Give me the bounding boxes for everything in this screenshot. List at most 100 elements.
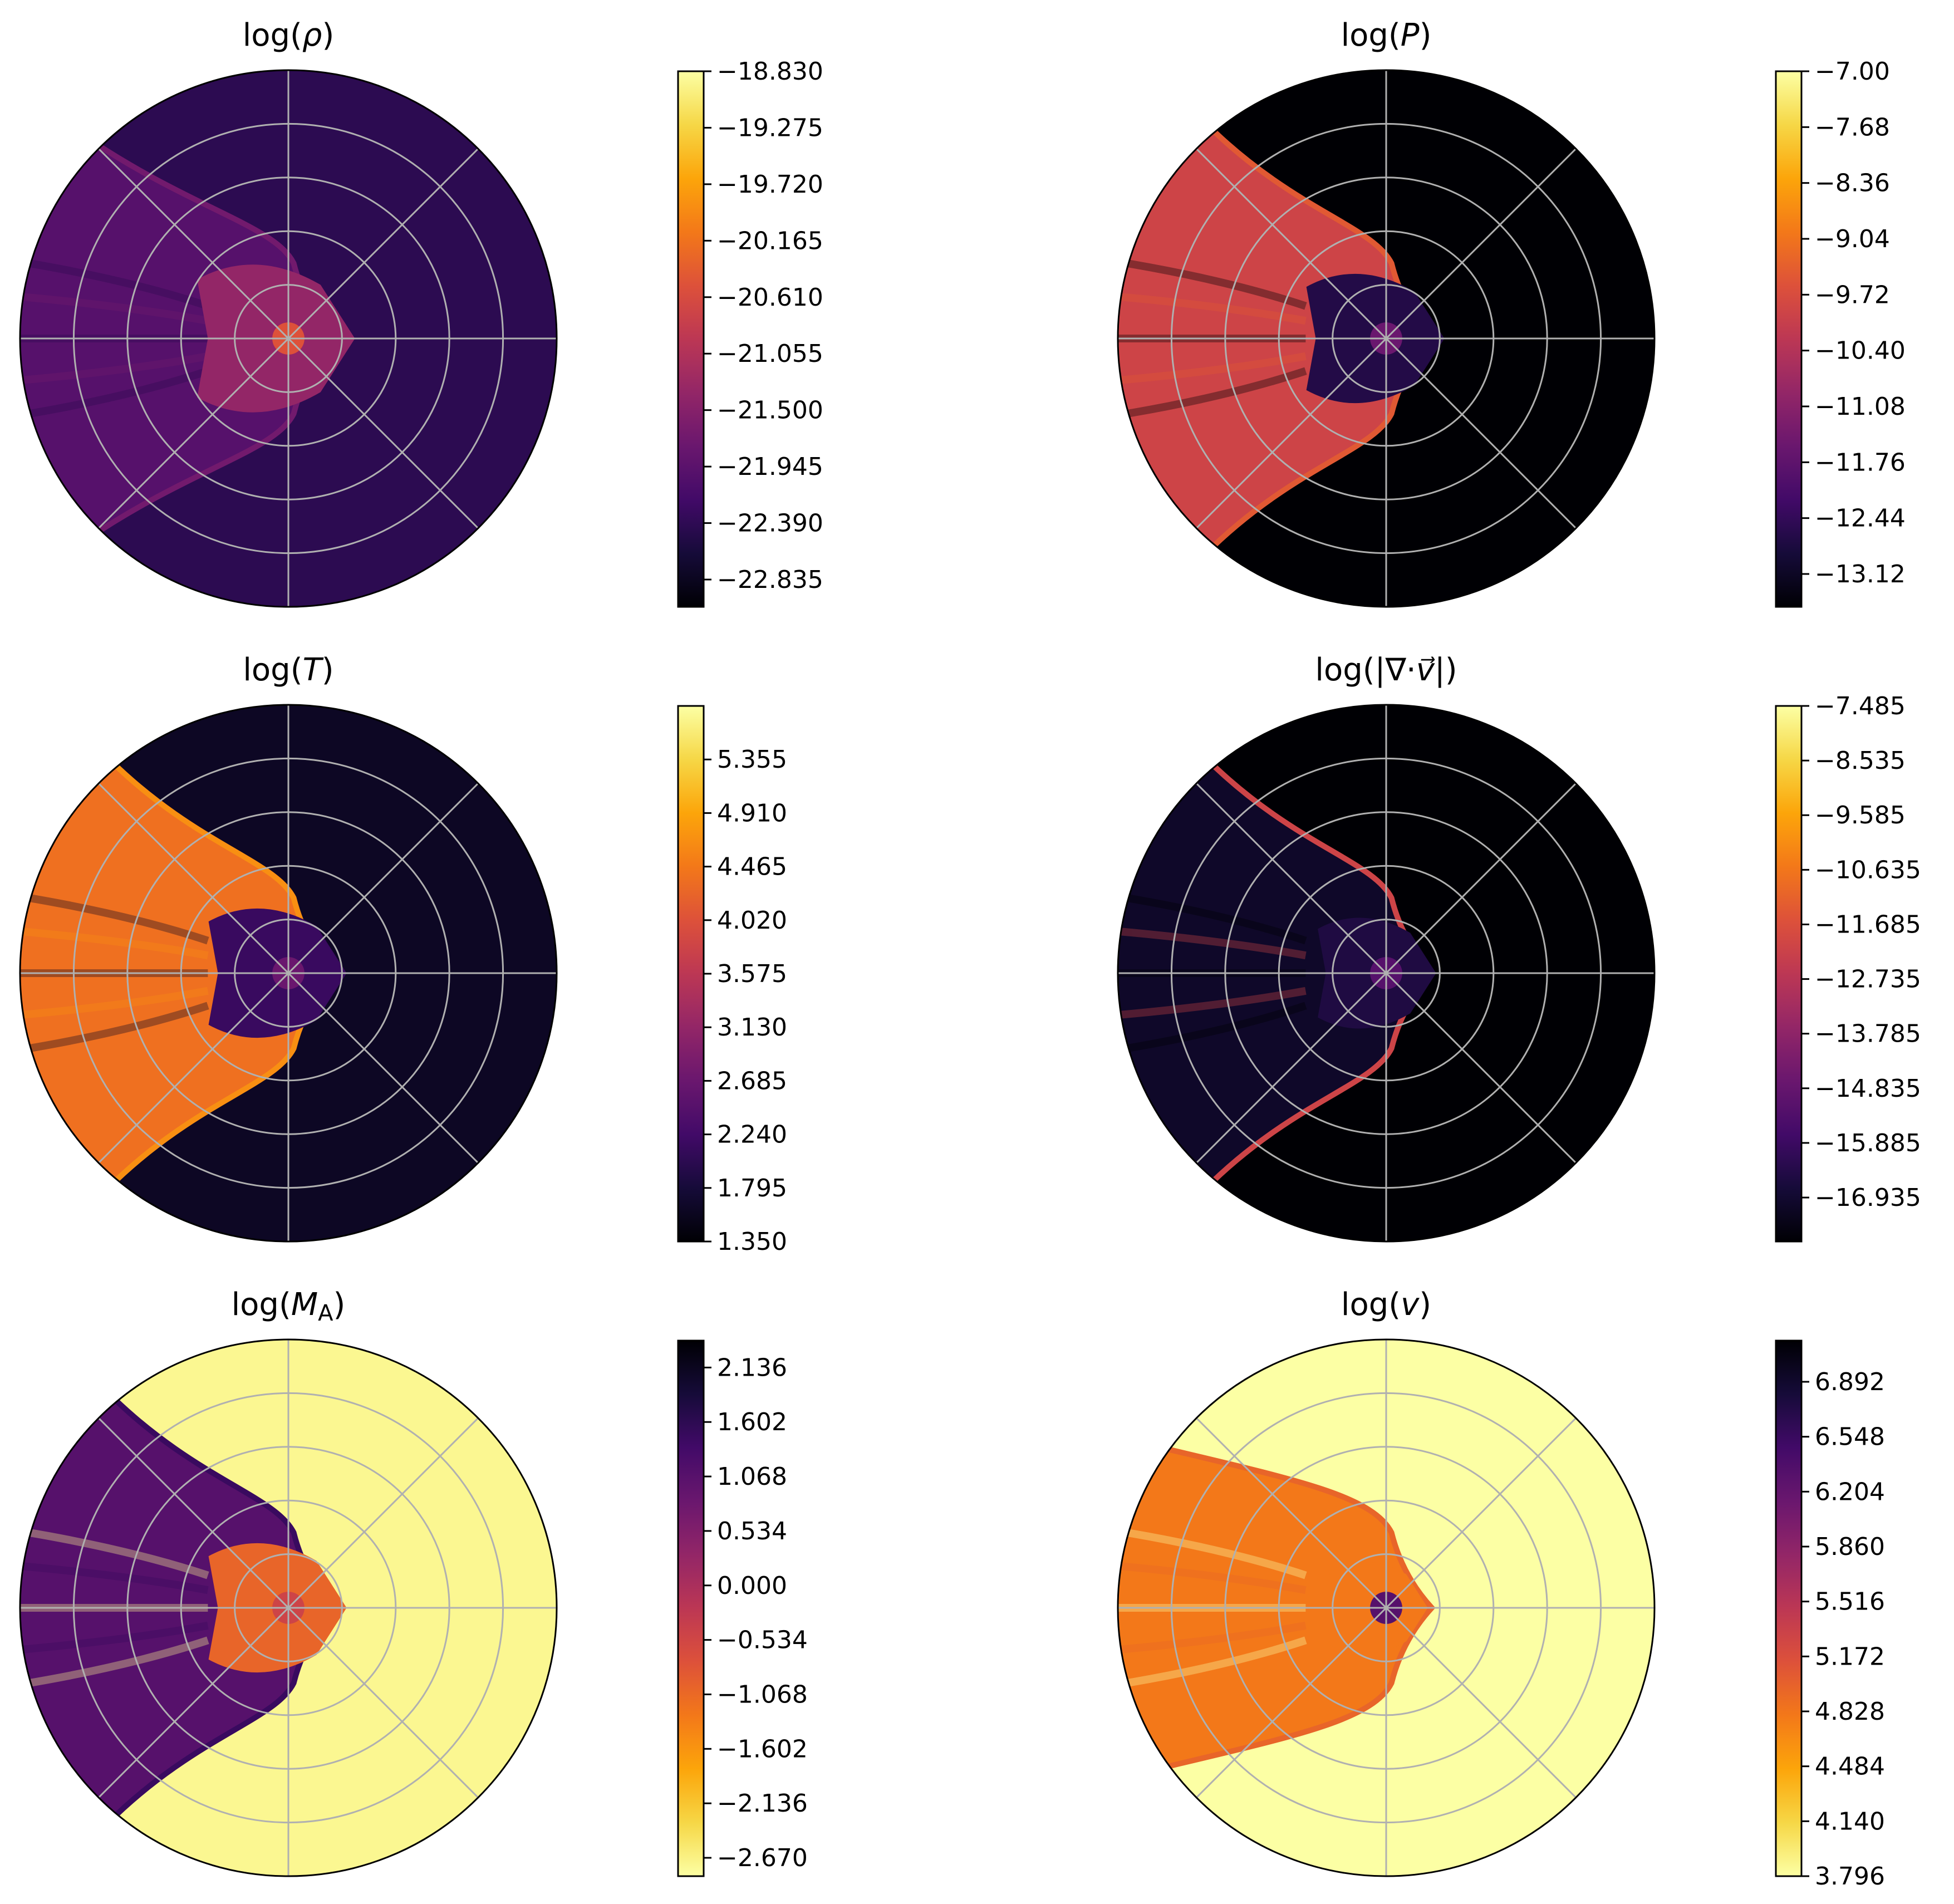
colorbar-tick-label: −1.068 [717,1680,808,1709]
title-prefix: log( [243,17,302,53]
colorbar-tick-label: −18.830 [717,57,823,86]
colorbar-gradient [1775,705,1803,1243]
polar-frame [19,69,558,608]
colorbar-tick-label: 4.465 [717,853,787,881]
colorbar: −7.485 −8.535 −9.585 −10.635 −11.685 −12.735 −… [1775,692,1921,1243]
title-symbol: P [1401,17,1420,53]
polar-frame [19,704,558,1243]
streak [1118,258,1307,310]
grid-spoke [1196,148,1577,529]
colorbar-tick-label: 5.516 [1815,1588,1885,1616]
colorbar: 6.892 6.548 6.204 5.860 5.516 5.172 4.828 4.484… [1775,1339,1885,1891]
colorbar-tick-label: −7.00 [1815,57,1890,86]
title-suffix: ) [322,17,334,53]
title-suffix: ) [322,652,334,688]
colorbar: 2.136 1.602 1.068 0.534 0.000 −0.534 −1.068 −1.… [677,1339,808,1877]
polar-frame [1117,69,1656,608]
grid-spoke [98,1417,479,1798]
streak [20,367,209,419]
colorbar-gradient [677,1339,705,1877]
colorbar-tick-label: −22.390 [717,509,823,538]
streak [1118,1636,1307,1689]
colorbar-tick-label: −11.685 [1815,910,1921,939]
streak [20,927,209,960]
colorbar-tick-label: 5.355 [717,745,787,774]
colorbar-tick-label: −9.585 [1815,801,1906,830]
colorbar-gradient [677,705,705,1243]
polar-frame [1117,1338,1656,1877]
streak [20,1527,209,1579]
colorbar-tick-label: −19.275 [717,114,823,142]
streak [20,258,209,310]
title-suffix: ) [1420,17,1432,53]
polar-grid [1118,705,1654,1241]
colorbar-tick-label: 4.828 [1815,1697,1885,1726]
colorbar-tick-label: 4.484 [1815,1753,1885,1781]
grid-spoke [98,148,479,529]
colorbar-tick-label: 2.685 [717,1067,787,1095]
streak [20,987,209,1019]
streak [20,1562,209,1594]
colorbar-tick-label: 4.020 [717,906,787,935]
title-suffix: ) [1419,1287,1431,1323]
colorbar-tick-label: 1.602 [717,1408,787,1436]
streak [1118,1002,1307,1054]
colorbar-tick-label: −1.602 [717,1735,808,1763]
streak [1118,1527,1307,1579]
colorbar-tick-label: −8.36 [1815,169,1890,198]
colorbar-tick-label: −19.720 [717,170,823,199]
panel-1: log(P) −7.00 −7.68 −8.36 −9.04 −9.72 −10.40 −11… [1117,17,1906,608]
colorbar-tick-label: −16.935 [1815,1184,1921,1212]
title-suffix: ) [333,1287,346,1323]
polar-frame [19,1338,558,1877]
streak [20,892,209,945]
streak [1118,892,1307,945]
title-symbol: v [1401,1287,1420,1323]
colorbar-tick-label: 1.350 [717,1228,787,1256]
colorbar-tick-label: −21.500 [717,396,823,425]
colorbar-tick-label: −20.610 [717,283,823,312]
colorbar-tick-label: −21.055 [717,340,823,368]
colorbar-tick-label: 1.795 [717,1174,787,1203]
colorbar-tick-label: −22.835 [717,566,823,594]
streak [1118,1562,1307,1594]
streak [20,1002,209,1054]
panel-title: log(|∇·v⃗|) [1315,652,1457,688]
colorbar-tick-label: −7.68 [1815,113,1890,141]
colorbar-tick-label: −11.08 [1815,392,1906,421]
colorbar-tick-label: 0.534 [717,1517,787,1545]
colorbar-tick-label: 4.910 [717,799,787,827]
panel-2: log(T) 5.355 4.910 4.465 4.020 3.575 3.130 2.68… [19,652,787,1256]
title-subscript: A [318,1301,333,1326]
grid-spoke [1196,1417,1577,1798]
panel-title: log(v) [1341,1287,1431,1323]
colorbar-tick-label: −2.670 [717,1844,808,1872]
title-prefix: log( [243,652,302,688]
polar-grid [20,705,557,1241]
colorbar-tick-label: −13.785 [1815,1020,1921,1048]
colorbar-tick-label: 3.575 [717,960,787,988]
colorbar-tick-label: −14.835 [1815,1074,1921,1103]
colorbar-tick-label: −0.534 [717,1626,808,1655]
polar-grid [20,1339,557,1876]
colorbar-tick-label: −9.04 [1815,225,1890,253]
grid-spoke [1196,783,1577,1164]
colorbar-tick-label: −2.136 [717,1789,808,1818]
polar-grid [1118,1339,1654,1876]
panel-title: log(P) [1341,17,1432,53]
colorbar-tick-label: −21.945 [717,453,823,481]
colorbar-tick-label: 5.860 [1815,1533,1885,1561]
streak [1118,927,1307,960]
streak [20,1621,209,1654]
colorbar: −7.00 −7.68 −8.36 −9.04 −9.72 −10.40 −11.08 −11… [1775,57,1906,608]
colorbar-tick-label: 6.892 [1815,1368,1885,1396]
streak [20,292,209,325]
colorbar-tick-label: −20.165 [717,227,823,255]
panel-title: log(MA) [232,1287,346,1326]
streak [1118,352,1307,385]
panel-title: log(T) [243,652,333,688]
panel-5: log(v) 6.892 6.548 6.204 5.860 5.516 5.172 4.82… [1117,1287,1885,1891]
colorbar-gradient [1775,70,1803,608]
colorbar-tick-label: 2.136 [717,1353,787,1382]
colorbar-tick-label: 6.548 [1815,1423,1885,1451]
